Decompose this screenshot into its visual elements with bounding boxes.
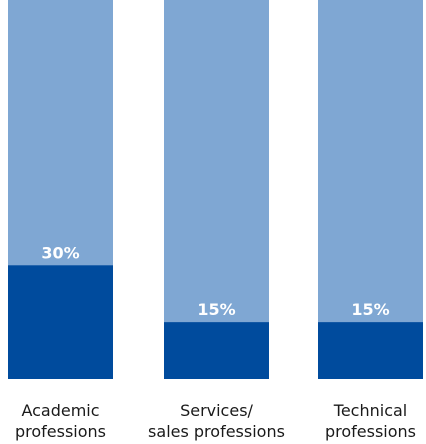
- bar-1: [164, 322, 269, 379]
- category-label-1-line-1: Services/: [180, 401, 253, 420]
- bar-background-1: [164, 0, 269, 379]
- data-label-0: 30%: [41, 243, 79, 262]
- category-label-2-line-2: professions: [325, 422, 416, 441]
- category-label-0-line-1: Academic: [21, 401, 99, 420]
- data-label-2: 15%: [351, 300, 389, 319]
- bar-2: [318, 322, 423, 379]
- bar-background-2: [318, 0, 423, 379]
- bar-0: [8, 265, 113, 379]
- data-label-1: 15%: [197, 300, 235, 319]
- category-label-1-line-2: sales professions: [148, 422, 285, 441]
- category-label-0-line-2: professions: [15, 422, 106, 441]
- category-label-2-line-1: Technical: [333, 401, 407, 420]
